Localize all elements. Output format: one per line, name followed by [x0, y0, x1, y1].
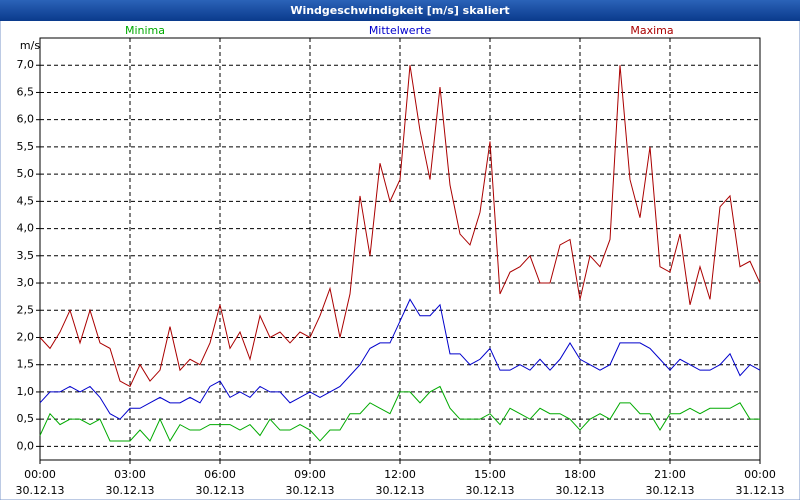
window-title: Windgeschwindigkeit [m/s] skaliert [290, 4, 509, 17]
title-bar [0, 0, 800, 21]
legend-entry: Minima [125, 24, 165, 37]
y-tick-label: 4,0 [17, 222, 35, 235]
y-tick-label: 7,0 [17, 58, 35, 71]
y-tick-label: 0,5 [17, 412, 35, 425]
x-tick-date: 30.12.13 [16, 484, 65, 497]
y-tick-label: 1,5 [17, 358, 35, 371]
series-line [39, 385, 760, 443]
series-line [39, 298, 761, 420]
x-tick-label: 21:00 [654, 468, 686, 481]
y-tick-label: 2,5 [17, 303, 35, 316]
x-tick-date: 30.12.13 [196, 484, 245, 497]
y-tick-label: 6,5 [17, 85, 35, 98]
y-tick-label: 4,5 [17, 194, 35, 207]
x-tick-label: 15:00 [474, 468, 506, 481]
x-tick-date: 30.12.13 [646, 484, 695, 497]
x-tick-date: 30.12.13 [106, 484, 155, 497]
x-tick-label: 09:00 [294, 468, 326, 481]
x-tick-date: 30.12.13 [286, 484, 335, 497]
x-tick-label: 00:00 [24, 468, 56, 481]
series-line [39, 65, 761, 388]
y-tick-label: 6,0 [17, 113, 35, 126]
y-tick-label: 3,5 [17, 249, 35, 262]
x-tick-label: 00:00 [744, 468, 776, 481]
x-tick-label: 12:00 [384, 468, 416, 481]
legend-entry: Maxima [630, 24, 673, 37]
x-tick-date: 30.12.13 [466, 484, 515, 497]
x-tick-date: 31.12.13 [736, 484, 785, 497]
y-unit: m/s [20, 39, 40, 52]
y-tick-label: 3,0 [17, 276, 35, 289]
x-tick-label: 03:00 [114, 468, 146, 481]
x-tick-date: 30.12.13 [556, 484, 605, 497]
y-tick-label: 0,0 [17, 439, 35, 452]
x-tick-label: 18:00 [564, 468, 596, 481]
y-tick-label: 2,0 [17, 330, 35, 343]
x-tick-date: 30.12.13 [376, 484, 425, 497]
y-tick-label: 5,0 [17, 167, 35, 180]
y-tick-label: 1,0 [17, 385, 35, 398]
legend-entry: Mittelwerte [369, 24, 432, 37]
x-tick-label: 06:00 [204, 468, 236, 481]
y-tick-label: 5,5 [17, 140, 35, 153]
